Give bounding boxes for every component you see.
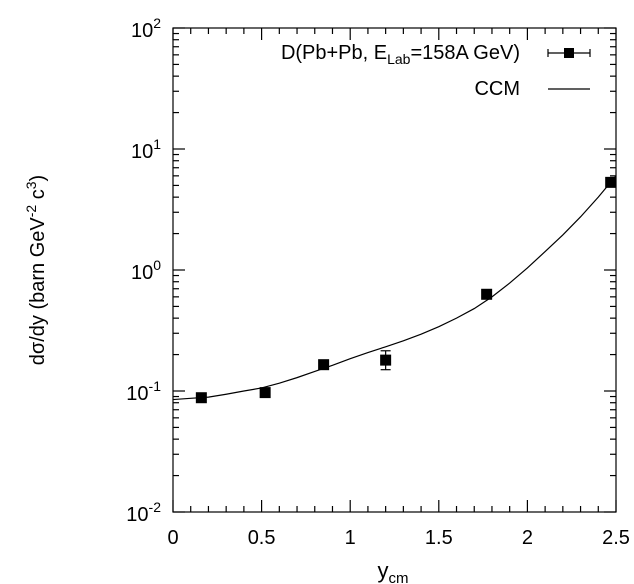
tick-labels: 0 0.5 1 1.5 2 2.5 10-2 10-1 100 101 102 [126, 15, 630, 549]
y-tick-label: 10-2 [126, 499, 161, 526]
axis-ticks [172, 27, 617, 513]
legend-label-data: D(Pb+Pb, ELab=158A GeV) [281, 42, 520, 67]
data-points-layer [195, 176, 617, 404]
data-point [481, 288, 493, 300]
plot-frame [172, 27, 617, 513]
x-tick-label: 2 [522, 527, 533, 549]
x-tick-label: 0.5 [248, 527, 276, 549]
ccm-curve-layer [172, 175, 617, 401]
data-point [259, 387, 271, 399]
y-tick-label: 100 [131, 257, 161, 284]
y-tick-label: 10-1 [126, 378, 161, 405]
x-tick-label: 2.5 [602, 527, 630, 549]
data-point [318, 359, 330, 371]
y-tick-label: 102 [131, 15, 161, 42]
y-tick-label: 101 [131, 136, 161, 163]
data-point [605, 176, 617, 188]
data-point [195, 392, 207, 404]
ccm-curve [172, 175, 617, 401]
x-axis-title: ycm [378, 558, 409, 584]
x-tick-label: 1.5 [425, 527, 453, 549]
x-tick-label: 0 [167, 527, 178, 549]
y-axis-title: dσ/dy (barn GeV-2 c3) [23, 175, 49, 365]
x-tick-label: 1 [345, 527, 356, 549]
legend-label-ccm: CCM [474, 78, 520, 100]
legend: D(Pb+Pb, ELab=158A GeV) CCM [281, 42, 591, 100]
legend-marker-square [564, 48, 574, 58]
data-point [380, 354, 392, 366]
